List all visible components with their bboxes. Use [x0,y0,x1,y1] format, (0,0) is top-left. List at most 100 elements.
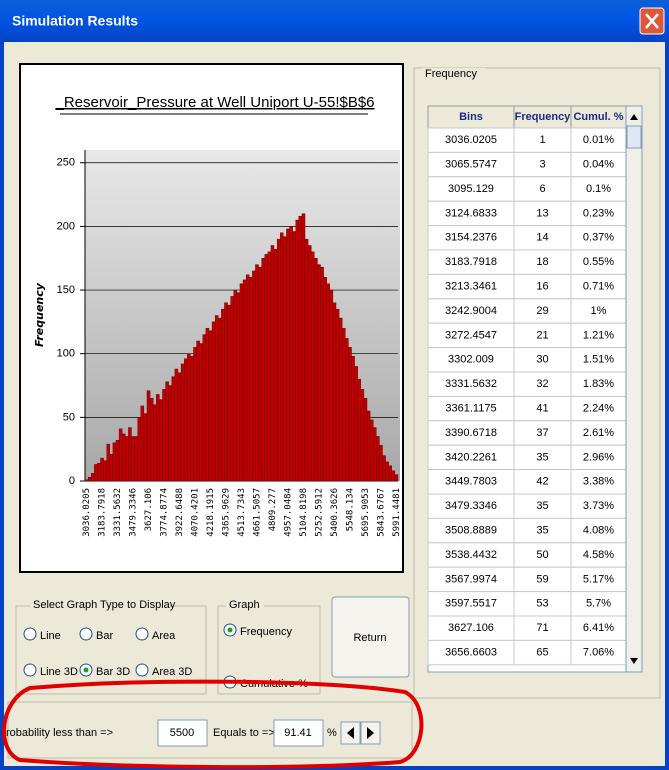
bar [171,376,176,482]
cell [427,639,515,666]
x-tick-label: 4809.277 [268,488,278,531]
probability-label: robability less than => [6,727,113,739]
bar [379,445,383,482]
bar [202,334,207,482]
cell-text: 29 [536,305,548,317]
cell-text: 3272.4547 [445,329,497,341]
bar [283,236,287,482]
x-tick-label: 4661.5057 [252,488,262,537]
bar [208,330,213,482]
bar [382,455,386,482]
bar [165,381,169,482]
probability-input[interactable] [157,719,208,747]
radio[interactable] [79,627,93,641]
bar [342,328,346,482]
return-button[interactable] [331,596,410,678]
x-tick-label: 4513.7343 [237,488,247,537]
cell-text: 3390.6718 [445,427,497,439]
y-tick-label: 50 [63,411,75,423]
cell-text: 3656.6603 [445,647,497,659]
cell-text: 3 [539,159,545,171]
bar [295,219,300,482]
cell-text: 3302.009 [448,354,494,366]
x-tick-label: 3922.6488 [175,488,185,537]
bar [335,308,340,482]
cell-text: 14 [536,232,548,244]
cell-text: 53 [536,598,548,610]
cell [427,444,515,471]
cell-text: 2.24% [583,403,614,415]
bar [168,385,172,482]
bar [360,389,365,482]
cell-text: 30 [536,354,548,366]
radio-label: Line [40,630,61,642]
cell-text: 3597.5517 [445,598,497,610]
cell-text: 6.41% [583,622,614,634]
x-tick-label: 3774.8774 [160,488,170,537]
graph-type-label: Select Graph Type to Display [33,599,176,611]
bar [385,461,389,482]
bar [221,308,225,482]
cell-text: 3331.5632 [445,378,497,390]
cell-text: 21 [536,329,548,341]
bar [112,442,117,482]
scroll-up [630,114,638,120]
cell-text: 2.96% [583,451,614,463]
scroll-thumb[interactable] [626,125,642,149]
cell [513,225,572,251]
radio[interactable] [135,627,149,641]
graph-group [217,605,321,695]
bar [205,328,210,482]
radio[interactable] [23,627,37,641]
cell [427,517,515,544]
radio-label: Area [152,630,176,642]
radio[interactable] [23,663,37,677]
cell-text: 13 [536,207,548,219]
cell-text: 1.21% [583,329,614,341]
cell-text: 3361.1175 [445,403,496,415]
y-tick-label: 100 [57,348,75,360]
cell [513,591,572,617]
bar [159,399,163,482]
radio[interactable] [135,663,149,677]
bar [152,404,157,482]
bar [298,215,303,482]
cell-text: 5.17% [583,573,614,585]
radio-label: Bar [96,630,113,642]
bar [351,356,355,482]
bar [230,296,234,482]
cell [427,347,515,373]
bar [332,302,337,482]
cell [427,371,515,397]
bar [156,394,160,482]
cell [570,493,627,519]
cell-text: 3420.2261 [445,451,497,463]
bar [348,347,352,482]
cell [513,444,572,471]
bar [394,474,399,482]
frequency-table: Bins Frequency Cumul. %3036.0205 1 0.01%3065… [427,105,643,673]
cell-text: 71 [536,622,548,634]
x-tick-label: 5695.9053 [361,488,371,537]
bar [329,289,334,482]
cell-text: 6 [539,183,545,195]
cell-text: 3479.3346 [445,500,497,512]
x-tick-label: 5252.5912 [314,488,324,537]
bar [227,305,231,482]
bar [252,270,256,482]
frequency-frame-label: Frequency [425,68,477,80]
scrollbar[interactable] [625,105,643,673]
cell-text: 35 [536,525,548,537]
bar [292,231,296,482]
cell-text: 0.1% [586,183,611,195]
radio-dot [83,667,89,673]
x-tick-label: 3479.3346 [129,488,139,537]
bar [326,283,331,482]
bar [100,457,104,482]
cell-text: 0.04% [583,159,614,171]
chart-title: _Reservoir_Pressure at Well Uniport U-55… [54,94,374,111]
cell [570,273,627,300]
bar [366,410,371,482]
cell-text: 0.55% [583,256,614,268]
bar [233,289,238,482]
